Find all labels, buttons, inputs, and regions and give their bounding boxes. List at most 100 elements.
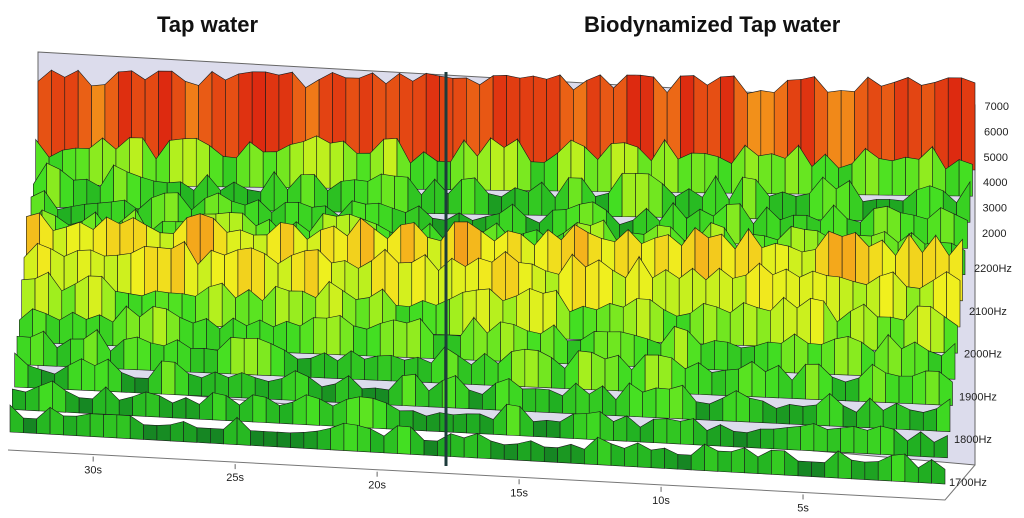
ridge-segment [773, 427, 788, 450]
ridge-segment [76, 413, 91, 437]
ridge-segment [449, 291, 464, 336]
ridge-segment [394, 175, 409, 214]
x-tick-label: 10s [652, 495, 670, 507]
ridge-segment [936, 398, 951, 432]
ridge-segment [637, 442, 652, 468]
ridge-segment [230, 336, 245, 375]
ridge-segment [487, 193, 502, 215]
ridge-segment [279, 401, 294, 425]
ridge-segment [706, 76, 721, 169]
ridge-segment [877, 455, 892, 482]
ridge-segment [356, 424, 371, 453]
ridge-segment [880, 425, 895, 456]
ridge-segment [172, 397, 187, 419]
y-tick-label: 5000 [984, 152, 1008, 164]
ridge-segment [377, 355, 392, 382]
x-tick-label: 30s [84, 465, 102, 477]
ridge-segment [811, 461, 826, 478]
ridge-segment [208, 282, 223, 328]
ridge-segment [425, 72, 440, 166]
ridge-segment [677, 454, 692, 471]
ridge-segment [30, 330, 45, 366]
ridge-segment [517, 440, 532, 462]
ridge-segment [840, 90, 855, 170]
ridge-segment [894, 77, 909, 170]
ridge-segment [145, 391, 160, 418]
ridge-segment [268, 378, 283, 401]
x-tick-label: 20s [368, 480, 386, 492]
ridge-segment [610, 443, 625, 467]
ridge-segment [837, 450, 852, 480]
ridge-segment [252, 394, 267, 423]
ridge-segment [130, 245, 145, 302]
z-tick-label: 1900Hz [959, 391, 997, 403]
ridge-segment [695, 401, 710, 421]
ridge-segment [546, 419, 561, 439]
ridge-segment [265, 71, 280, 165]
ridge-segment [845, 377, 860, 402]
right-axis-ticks: 2000 3000 4000 5000 6000 7000 1700Hz 1800Hz 1900… [949, 101, 1012, 489]
ridge-group [9, 69, 976, 485]
y-tick-label: 3000 [983, 203, 1007, 215]
ridge-segment [569, 305, 584, 341]
x-axis-ticks: 30s 25s 20s 15s 10s 5s [84, 456, 809, 514]
ridge-segment [370, 428, 385, 454]
ridge-segment [658, 354, 673, 394]
ridge-segment [27, 364, 42, 389]
ridge-segment [383, 425, 398, 454]
ridge-segment [961, 77, 976, 171]
ridge-segment [23, 417, 38, 434]
ridge-segment [800, 423, 815, 452]
ridge-segment [532, 75, 547, 167]
ridge-segment [529, 288, 544, 339]
ridge-segment [760, 428, 775, 450]
ridge-segment [401, 373, 416, 407]
ridge-segment [503, 138, 518, 191]
ridge-segment [591, 351, 606, 391]
ridge-segment [743, 302, 758, 347]
ridge-segment [584, 436, 599, 466]
ridge-segment [63, 415, 78, 437]
ridge-segment [136, 336, 151, 371]
ridge-segment [359, 396, 374, 429]
ridge-segment [463, 433, 478, 459]
ridge-segment [535, 388, 550, 413]
ridge-segment [691, 152, 706, 194]
ridge-segment [185, 397, 200, 420]
ridge-segment [757, 449, 772, 475]
chart-title-biodynamized: Biodynamized Tap water [584, 12, 841, 37]
ridge-segment [372, 397, 387, 430]
ridge-segment [490, 137, 505, 191]
ridge-segment [143, 424, 158, 441]
ridge-segment [313, 317, 328, 355]
ridge-segment [263, 431, 278, 448]
ridge-segment [503, 443, 518, 461]
ridge-segment [103, 414, 118, 439]
ridge-segment [196, 427, 211, 444]
z-tick-label: 2000Hz [964, 349, 1002, 361]
ridge-segment [412, 72, 427, 166]
ridge-segment [655, 387, 670, 419]
ridge-segment [65, 390, 80, 414]
ridge-segment [912, 370, 927, 405]
ridge-segment [506, 403, 521, 437]
ridge-segment [129, 415, 144, 440]
ridge-segment [664, 447, 679, 470]
ridge-segment [933, 435, 948, 459]
ridge-segment [891, 156, 906, 196]
ridge-segment [212, 392, 227, 421]
ridge-segment [810, 297, 825, 349]
ridge-segment [161, 360, 176, 395]
ridge-segment [210, 428, 225, 445]
ridge-segment [786, 425, 801, 451]
ridge-segment [717, 450, 732, 473]
ridge-segment [326, 315, 341, 356]
ridge-segment [834, 336, 849, 376]
ridge-segment [257, 337, 272, 376]
ridge-segment [286, 320, 301, 354]
ridge-segment [746, 428, 761, 449]
ridge-segment [490, 440, 505, 460]
ridge-segment [644, 354, 659, 393]
ridge-segment [805, 363, 820, 400]
